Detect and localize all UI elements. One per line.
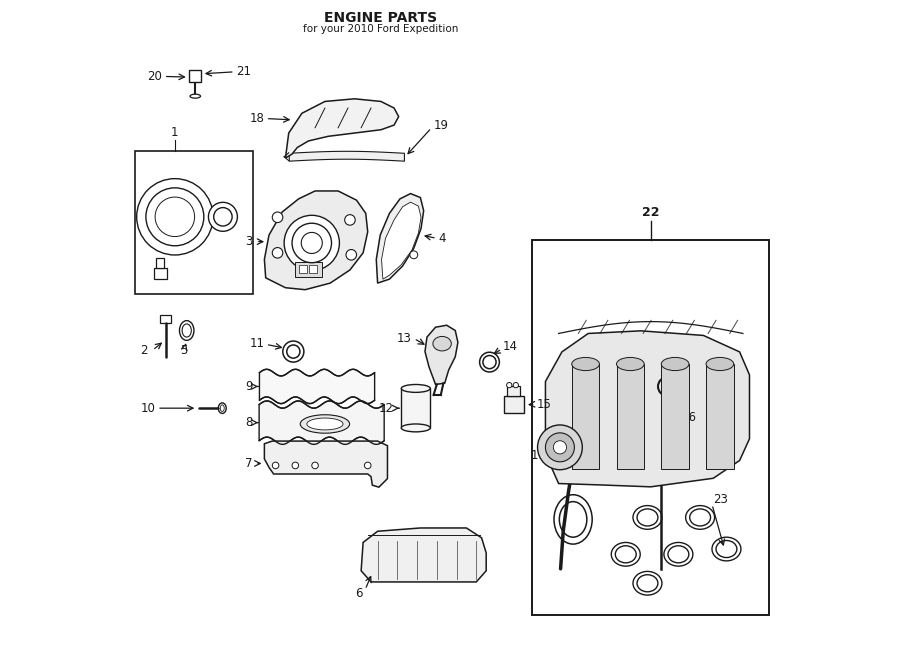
Text: 6: 6 [356, 587, 363, 600]
Ellipse shape [307, 418, 343, 430]
Ellipse shape [433, 336, 451, 351]
Polygon shape [265, 441, 388, 487]
Circle shape [345, 215, 356, 225]
Circle shape [311, 462, 319, 469]
Ellipse shape [401, 424, 430, 432]
Ellipse shape [219, 403, 226, 413]
Polygon shape [382, 202, 421, 279]
Text: 8: 8 [245, 416, 253, 429]
Text: 18: 18 [249, 112, 265, 125]
Bar [662, 364, 688, 469]
Bar [309, 265, 317, 273]
Text: 20: 20 [147, 70, 162, 83]
Text: 14: 14 [503, 340, 517, 354]
Polygon shape [361, 528, 486, 582]
Bar [504, 397, 524, 412]
Polygon shape [259, 401, 384, 444]
Circle shape [513, 383, 518, 388]
Text: 3: 3 [245, 235, 253, 248]
Ellipse shape [182, 324, 192, 337]
Ellipse shape [190, 95, 201, 98]
Text: ENGINE PARTS: ENGINE PARTS [324, 11, 437, 25]
Bar [532, 240, 770, 615]
Circle shape [283, 341, 304, 362]
Text: 17: 17 [530, 449, 545, 462]
Text: 10: 10 [140, 402, 155, 414]
Circle shape [292, 223, 331, 262]
Circle shape [507, 383, 512, 388]
Bar [157, 258, 165, 268]
Ellipse shape [572, 358, 599, 371]
Text: 1: 1 [171, 126, 178, 139]
Circle shape [273, 248, 283, 258]
Bar [189, 70, 202, 82]
Text: 9: 9 [245, 380, 253, 393]
Polygon shape [265, 191, 368, 290]
Text: 22: 22 [642, 206, 660, 219]
Circle shape [209, 202, 238, 231]
Circle shape [146, 188, 203, 246]
Ellipse shape [401, 385, 430, 393]
Circle shape [483, 356, 496, 369]
Text: 15: 15 [537, 398, 552, 410]
Bar [295, 262, 321, 276]
Text: 4: 4 [438, 232, 446, 245]
Text: 16: 16 [681, 411, 697, 424]
Text: for your 2010 Ford Expedition: for your 2010 Ford Expedition [303, 24, 459, 34]
Polygon shape [259, 369, 374, 404]
Bar [160, 315, 171, 323]
Bar [706, 364, 734, 469]
Polygon shape [376, 194, 424, 283]
Ellipse shape [301, 414, 349, 433]
Text: 11: 11 [249, 337, 265, 350]
Polygon shape [545, 330, 750, 487]
Circle shape [273, 462, 279, 469]
Text: 2: 2 [140, 344, 148, 357]
Circle shape [364, 462, 371, 469]
Bar [508, 387, 520, 397]
Circle shape [213, 208, 232, 226]
Bar [299, 265, 307, 273]
Circle shape [287, 345, 300, 358]
Ellipse shape [179, 321, 194, 340]
Text: 19: 19 [434, 118, 448, 132]
Circle shape [273, 212, 283, 223]
Circle shape [137, 178, 213, 255]
Bar [616, 364, 644, 469]
Circle shape [346, 250, 356, 260]
Text: 21: 21 [236, 65, 251, 78]
Polygon shape [425, 325, 458, 385]
Ellipse shape [662, 358, 688, 371]
Circle shape [296, 227, 328, 258]
Ellipse shape [706, 358, 734, 371]
Bar [401, 389, 430, 428]
Circle shape [302, 233, 322, 253]
Circle shape [148, 190, 202, 243]
Text: 13: 13 [397, 332, 412, 345]
Text: 23: 23 [714, 493, 728, 506]
Bar [135, 151, 253, 294]
Ellipse shape [616, 358, 644, 371]
Circle shape [292, 462, 299, 469]
Text: 12: 12 [379, 402, 394, 414]
Polygon shape [285, 98, 399, 158]
Circle shape [554, 441, 566, 454]
Bar [154, 268, 167, 280]
Circle shape [155, 197, 194, 237]
Circle shape [480, 352, 500, 372]
Circle shape [545, 433, 574, 462]
Circle shape [410, 251, 418, 258]
Circle shape [537, 425, 582, 470]
Text: 7: 7 [245, 457, 253, 470]
Circle shape [284, 215, 339, 270]
Bar [572, 364, 599, 469]
Text: 5: 5 [180, 344, 187, 357]
